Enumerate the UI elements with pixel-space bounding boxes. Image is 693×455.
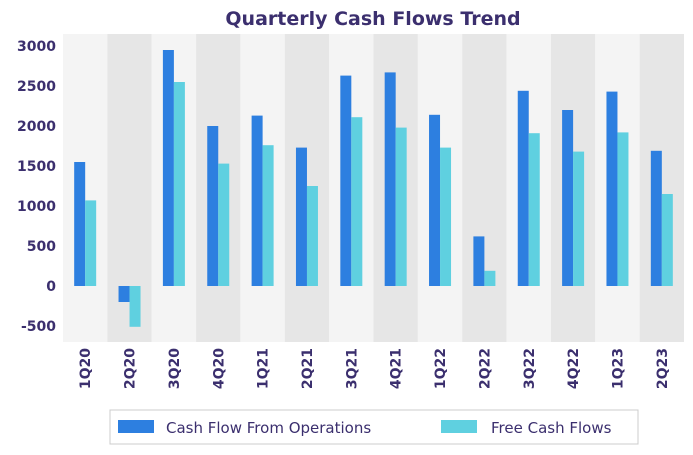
chart-title: Quarterly Cash Flows Trend <box>225 8 520 30</box>
x-tick-label: 4Q20 <box>211 348 227 389</box>
bar-operations-2Q21 <box>295 147 307 286</box>
bar-operations-1Q21 <box>251 115 263 286</box>
bar-operations-4Q20 <box>207 126 219 286</box>
y-axis: -500 0 500 1000 1500 2000 2500 3000 <box>17 39 56 335</box>
legend-box <box>109 409 639 445</box>
x-tick-label: 1Q20 <box>78 348 94 389</box>
bar-free-cash-flows-2Q21 <box>306 186 318 286</box>
bar-free-cash-flows-4Q21 <box>395 127 407 286</box>
x-tick-label: 2Q21 <box>300 348 316 389</box>
bar-free-cash-flows-2Q23 <box>661 194 673 286</box>
bar-free-cash-flows-4Q20 <box>218 163 230 286</box>
bar-operations-3Q22 <box>517 90 529 286</box>
bar-free-cash-flows-3Q22 <box>528 133 540 286</box>
bar-operations-1Q23 <box>606 91 618 286</box>
x-tick-label: 1Q23 <box>610 348 626 389</box>
x-tick-label: 2Q22 <box>477 348 493 389</box>
y-tick-label: 1500 <box>17 159 56 175</box>
legend-swatch <box>441 420 477 433</box>
bar-free-cash-flows-1Q21 <box>262 145 274 286</box>
bar-operations-1Q22 <box>429 114 441 286</box>
x-tick-label: 2Q23 <box>655 348 671 389</box>
bar-operations-3Q21 <box>340 75 352 286</box>
bar-free-cash-flows-4Q22 <box>573 151 585 286</box>
legend: Cash Flow From Operations Free Cash Flows <box>109 409 639 445</box>
bar-operations-2Q20 <box>118 286 130 302</box>
bar-free-cash-flows-1Q22 <box>440 147 452 286</box>
band-9 <box>462 34 507 342</box>
y-tick-label: -500 <box>21 319 56 335</box>
bar-free-cash-flows-1Q20 <box>85 200 97 286</box>
bar-free-cash-flows-3Q20 <box>173 82 185 286</box>
y-tick-label: 3000 <box>17 39 56 55</box>
y-tick-label: 2500 <box>17 79 56 95</box>
y-tick-label: 1000 <box>17 199 56 215</box>
x-tick-label: 4Q21 <box>389 348 405 389</box>
bar-free-cash-flows-3Q21 <box>351 117 363 286</box>
x-tick-label: 4Q22 <box>566 348 582 389</box>
x-tick-label: 3Q21 <box>344 348 360 389</box>
bar-free-cash-flows-2Q22 <box>484 270 496 286</box>
x-tick-label: 1Q22 <box>433 348 449 389</box>
x-tick-label: 2Q20 <box>123 348 139 389</box>
y-tick-label: 500 <box>27 239 56 255</box>
bar-operations-2Q23 <box>650 150 662 286</box>
x-tick-label: 3Q22 <box>522 348 538 389</box>
x-tick-label: 1Q21 <box>256 348 272 389</box>
y-tick-label: 0 <box>46 279 56 295</box>
legend-label: Cash Flow From Operations <box>166 419 371 437</box>
bars <box>74 50 673 327</box>
bar-free-cash-flows-2Q20 <box>129 286 141 327</box>
bar-operations-4Q21 <box>384 72 396 287</box>
bar-operations-4Q22 <box>562 110 574 286</box>
bar-operations-2Q22 <box>473 236 485 286</box>
x-tick-label: 3Q20 <box>167 348 183 389</box>
y-tick-label: 2000 <box>17 119 56 135</box>
x-axis: 1Q20 2Q20 3Q20 4Q20 1Q21 2Q21 3Q21 4Q21 1Q22 2Q22… <box>78 348 671 389</box>
bar-operations-3Q20 <box>162 50 174 286</box>
bar-free-cash-flows-1Q23 <box>617 132 629 286</box>
legend-swatch <box>118 420 154 433</box>
bar-operations-1Q20 <box>74 162 86 286</box>
background-bands <box>63 34 684 342</box>
legend-label: Free Cash Flows <box>491 419 612 437</box>
